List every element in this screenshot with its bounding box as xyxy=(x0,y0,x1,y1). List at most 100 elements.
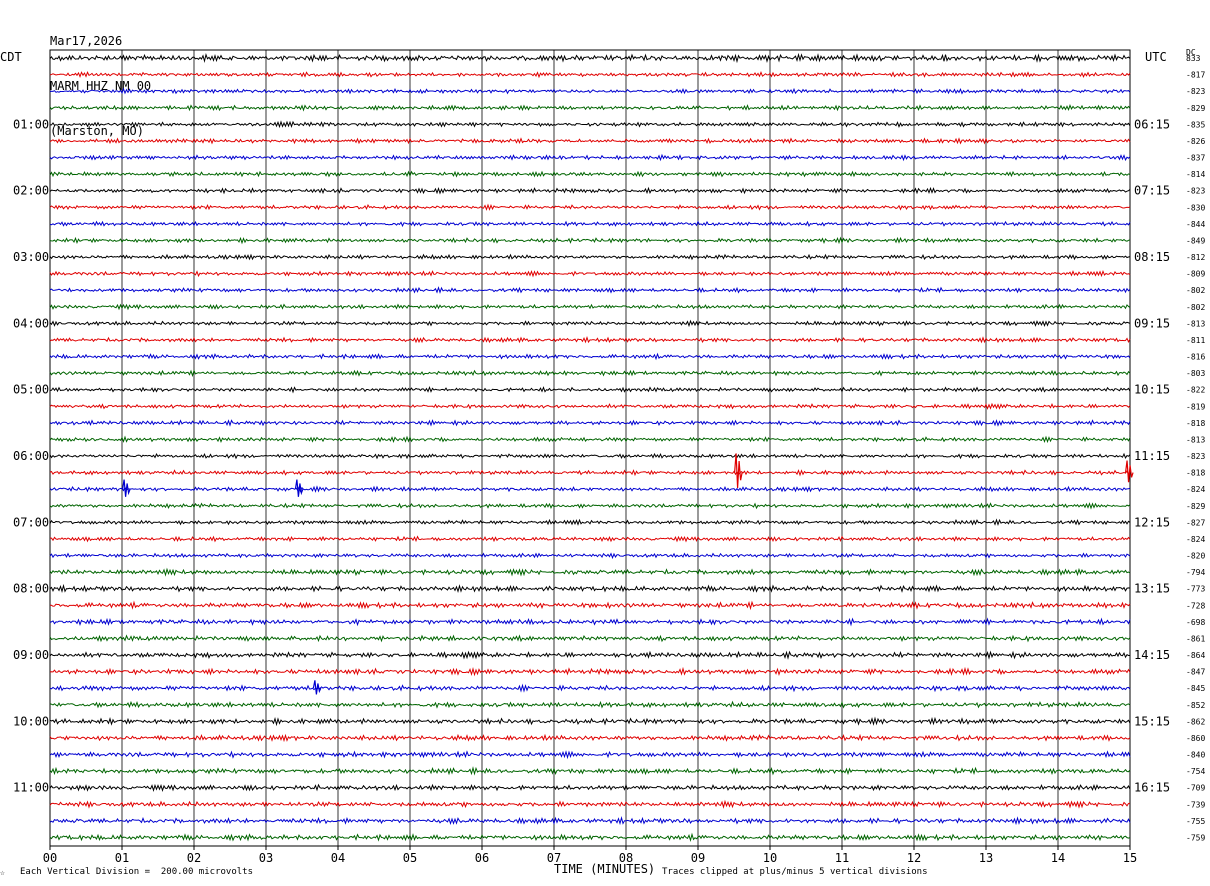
right-hour-label: 15:15 xyxy=(1134,714,1170,728)
dc-offset-label: -754 xyxy=(1186,767,1205,776)
dc-offset-label: -827 xyxy=(1186,518,1205,527)
dc-offset-label: -852 xyxy=(1186,701,1205,710)
seismic-trace-line xyxy=(49,319,1131,328)
seismic-trace-line xyxy=(49,153,1131,162)
dc-offset-label: -709 xyxy=(1186,784,1205,793)
dc-offset-label: -813 xyxy=(1186,435,1205,444)
right-timezone-label: UTC xyxy=(1145,50,1167,64)
seismic-trace-line xyxy=(49,567,1131,577)
left-hour-label: 11:00 xyxy=(13,781,49,795)
right-hour-label: 14:15 xyxy=(1134,648,1170,662)
dc-offset-label: -844 xyxy=(1186,220,1205,229)
dc-label: DC xyxy=(1186,48,1196,57)
seismic-trace-line xyxy=(49,236,1131,245)
right-hour-label: 12:15 xyxy=(1134,515,1170,529)
seismic-trace-line xyxy=(49,253,1131,261)
seismic-trace-line xyxy=(49,104,1131,112)
seismic-event-spike xyxy=(294,479,304,497)
location-label: (Marston, MO) xyxy=(50,124,144,138)
dc-offset-label: -829 xyxy=(1186,502,1205,511)
dc-offset-label: -739 xyxy=(1186,800,1205,809)
right-hour-label: 11:15 xyxy=(1134,449,1170,463)
dc-offset-label: -794 xyxy=(1186,568,1205,577)
seismic-trace-line xyxy=(49,402,1131,410)
seismic-trace-line xyxy=(49,617,1131,627)
x-tick-label: 01 xyxy=(115,851,129,865)
x-tick-label: 09 xyxy=(691,851,705,865)
x-tick-label: 11 xyxy=(835,851,849,865)
dc-offset-label: -817 xyxy=(1186,71,1205,80)
seismic-trace-line xyxy=(49,203,1131,211)
dc-offset-label: -755 xyxy=(1186,817,1205,826)
left-hour-label: 02:00 xyxy=(13,184,49,198)
seismic-trace-line xyxy=(49,535,1131,543)
x-tick-label: 05 xyxy=(403,851,417,865)
dc-offset-labels: 833 -817 -823 -829 -835 -826 -837 -814 -823 -830 -… xyxy=(1186,54,1205,842)
corner-mark: ☆ xyxy=(0,868,5,877)
x-tick-label: 00 xyxy=(43,851,57,865)
seismic-traces xyxy=(49,52,1134,842)
x-tick-label: 13 xyxy=(979,851,993,865)
seismic-trace-line xyxy=(49,435,1131,444)
x-tick-label: 07 xyxy=(547,851,561,865)
seismic-trace-line xyxy=(49,750,1131,760)
dc-offset-label: -823 xyxy=(1186,187,1205,196)
x-tick-label: 10 xyxy=(763,851,777,865)
right-hour-label: 08:15 xyxy=(1134,250,1170,264)
right-hour-label: 13:15 xyxy=(1134,582,1170,596)
right-hour-label: 16:15 xyxy=(1134,781,1170,795)
left-hour-label: 03:00 xyxy=(13,250,49,264)
x-tick-label: 08 xyxy=(619,851,633,865)
seismic-trace-line xyxy=(49,71,1131,79)
right-hour-label: 10:15 xyxy=(1134,383,1170,397)
dc-offset-label: -860 xyxy=(1186,734,1205,743)
dc-offset-label: -823 xyxy=(1186,452,1205,461)
dc-offset-label: -818 xyxy=(1186,419,1205,428)
dc-offset-label: -819 xyxy=(1186,402,1205,411)
right-hour-label: 06:15 xyxy=(1134,117,1170,131)
dc-offset-label: -835 xyxy=(1186,120,1205,129)
seismic-trace-line xyxy=(49,583,1131,593)
right-hour-labels: 06:15 07:15 08:15 09:15 10:15 11:15 12:15 13:15… xyxy=(1134,117,1170,794)
dc-offset-label: -829 xyxy=(1186,104,1205,113)
x-tick-label: 12 xyxy=(907,851,921,865)
plot-frame xyxy=(49,49,1131,847)
x-tick-label: 02 xyxy=(187,851,201,865)
left-hour-label: 06:00 xyxy=(13,449,49,463)
seismic-event-spike xyxy=(312,680,322,695)
seismic-event-spike xyxy=(734,453,743,488)
dc-offset-label: -728 xyxy=(1186,601,1205,610)
dc-offset-label: -823 xyxy=(1186,87,1205,96)
left-hour-label: 07:00 xyxy=(13,515,49,529)
dc-offset-label: -830 xyxy=(1186,203,1205,212)
x-axis-title: TIME (MINUTES) xyxy=(554,862,656,876)
date-label: Mar17,2026 xyxy=(50,34,123,48)
minute-gridlines xyxy=(49,49,1131,847)
left-hour-label: 04:00 xyxy=(13,316,49,330)
dc-offset-label: -862 xyxy=(1186,717,1205,726)
seismic-trace-line xyxy=(49,600,1131,611)
seismic-trace-line xyxy=(49,815,1131,826)
seismic-trace-line xyxy=(49,469,1131,477)
dc-offset-label: -864 xyxy=(1186,651,1205,660)
seismic-trace-line xyxy=(49,766,1131,776)
x-axis-ticks: 00 01 02 03 04 05 06 07 08 09 10 11 12 13 14 15 xyxy=(43,846,1137,865)
left-timezone-label: CDT xyxy=(0,50,22,64)
seismic-trace-line xyxy=(49,170,1131,178)
clip-note: Traces clipped at plus/minus 5 vertical … xyxy=(662,867,928,877)
seismic-trace-line xyxy=(49,220,1131,228)
seismic-trace-line xyxy=(49,716,1131,727)
seismic-trace-line xyxy=(49,52,1131,64)
seismic-trace-line xyxy=(49,634,1131,643)
seismic-trace-line xyxy=(49,369,1131,378)
seismic-trace-line xyxy=(49,120,1131,129)
seismic-trace-line xyxy=(49,650,1131,660)
dc-offset-label: -809 xyxy=(1186,270,1205,279)
seismic-trace-line xyxy=(49,336,1131,344)
seismic-trace-line xyxy=(49,386,1131,394)
dc-offset-label: -759 xyxy=(1186,833,1205,842)
seismic-trace-line xyxy=(49,733,1131,743)
x-tick-label: 04 xyxy=(331,851,345,865)
dc-offset-label: -822 xyxy=(1186,386,1205,395)
